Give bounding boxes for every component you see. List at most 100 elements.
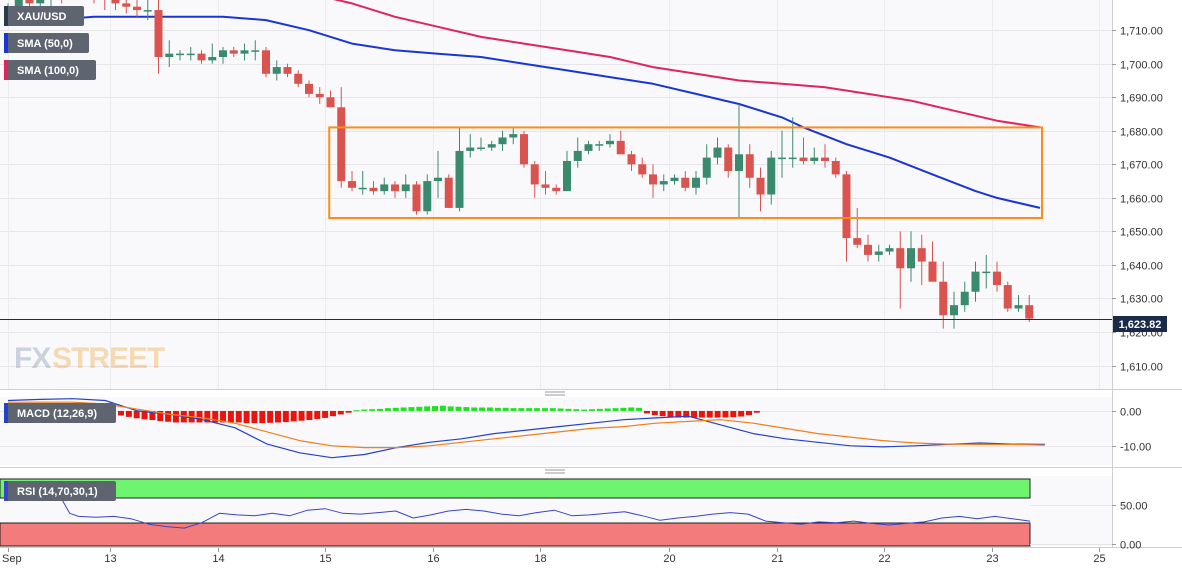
legend-sma50[interactable]: SMA (50,0) [4, 33, 89, 53]
price-tick-label: 1,700.00 [1120, 60, 1163, 72]
macd-histogram-bar [486, 407, 493, 411]
macd-histogram-bar [620, 407, 627, 411]
candle [487, 140, 496, 151]
candle-body [1014, 305, 1023, 309]
candle [197, 50, 206, 64]
legend-price[interactable]: XAU/USD [4, 6, 84, 26]
macd-histogram-bar [157, 410, 164, 422]
candle [305, 80, 313, 98]
candle-body [874, 251, 883, 255]
rsi-pane[interactable] [0, 476, 1112, 547]
candle-body [821, 157, 829, 161]
candle [337, 87, 346, 188]
legend-rsi-label: RSI (14,70,30,1) [17, 486, 98, 498]
legend-rsi[interactable]: RSI (14,70,30,1) [4, 481, 116, 501]
macd-histogram-bar [235, 410, 242, 423]
candle [638, 157, 647, 178]
macd-histogram-bar [479, 407, 486, 411]
macd-histogram-bar [722, 410, 729, 418]
candle-body [917, 248, 926, 262]
candle [509, 127, 518, 145]
candle [606, 134, 614, 148]
candle [745, 144, 754, 188]
candle-body [831, 160, 840, 175]
macd-histogram-bar [243, 410, 250, 424]
pane-resize-handle[interactable] [545, 391, 565, 396]
macd-axis: 0.00 -10.00 [1112, 407, 1151, 454]
candle [391, 181, 399, 198]
rsi-overbought-zone [0, 478, 1031, 499]
candle-body [348, 181, 356, 188]
macd-pane[interactable] [0, 397, 1112, 465]
legend-macd[interactable]: MACD (12,26,9) [4, 403, 116, 423]
candle-body [25, 0, 34, 4]
candle-body [799, 157, 808, 161]
candle [434, 150, 442, 198]
candle [455, 127, 464, 212]
candle [907, 231, 915, 282]
macd-histogram-bar [227, 410, 234, 423]
macd-histogram-bar [447, 406, 454, 411]
candle [93, 0, 95, 4]
pane-resize-handle[interactable] [545, 469, 565, 474]
candle-body [692, 177, 700, 188]
macd-histogram-bar [651, 410, 658, 416]
macd-histogram-bar [141, 410, 148, 420]
legend-sma100[interactable]: SMA (100,0) [4, 60, 96, 80]
macd-histogram-bar [659, 410, 666, 417]
candle-body [1003, 285, 1012, 309]
candle-body [294, 73, 303, 84]
candle-body [649, 174, 657, 185]
candle [595, 140, 604, 151]
candle [681, 171, 690, 192]
candle [229, 46, 238, 58]
candle-body [982, 271, 991, 274]
legend-sma50-label: SMA (50,0) [17, 38, 73, 50]
candle-body [842, 174, 851, 239]
macd-histogram-bar [149, 410, 156, 421]
macd-histogram-bar [345, 410, 352, 413]
macd-histogram-bar [306, 410, 313, 421]
macd-histogram-bar [416, 406, 423, 411]
candle [251, 40, 260, 61]
candle-body [434, 177, 442, 182]
candle [176, 50, 184, 61]
macd-histogram-bar [220, 410, 227, 423]
candle [702, 144, 711, 185]
candle-body [36, 0, 45, 4]
candle-body [885, 248, 894, 252]
candle [659, 174, 668, 192]
macd-histogram-bar [322, 410, 329, 418]
candle-body [305, 83, 313, 94]
candle [939, 261, 948, 329]
candle [971, 261, 980, 302]
candle [799, 137, 808, 165]
main-price-pane[interactable] [0, 0, 1112, 389]
candle [104, 0, 106, 11]
candle [315, 87, 324, 104]
macd-histogram-bar [424, 406, 431, 411]
macd-histogram-bar [581, 409, 588, 411]
macd-histogram-bar [463, 407, 470, 411]
candle [993, 261, 1001, 292]
candle-body [864, 244, 872, 255]
candle [950, 291, 958, 329]
candle [348, 171, 356, 192]
macd-tick-label: -10.00 [1120, 442, 1151, 454]
candle [821, 144, 829, 168]
candle [219, 46, 227, 64]
candle-body [133, 6, 141, 11]
candle-body [971, 271, 980, 292]
macd-histogram-bar [667, 410, 674, 418]
logo-fx: FX [14, 342, 51, 375]
candle [960, 281, 969, 312]
macd-histogram-bar [636, 407, 643, 411]
sma50-line [7, 15, 1041, 209]
macd-histogram-bar [526, 408, 533, 411]
candle [917, 234, 926, 286]
candle [778, 130, 786, 178]
macd-tick-label: 0.00 [1120, 407, 1141, 419]
rsi-axis: 50.00 0.00 [1112, 501, 1148, 552]
macd-histogram-bar [259, 410, 266, 424]
